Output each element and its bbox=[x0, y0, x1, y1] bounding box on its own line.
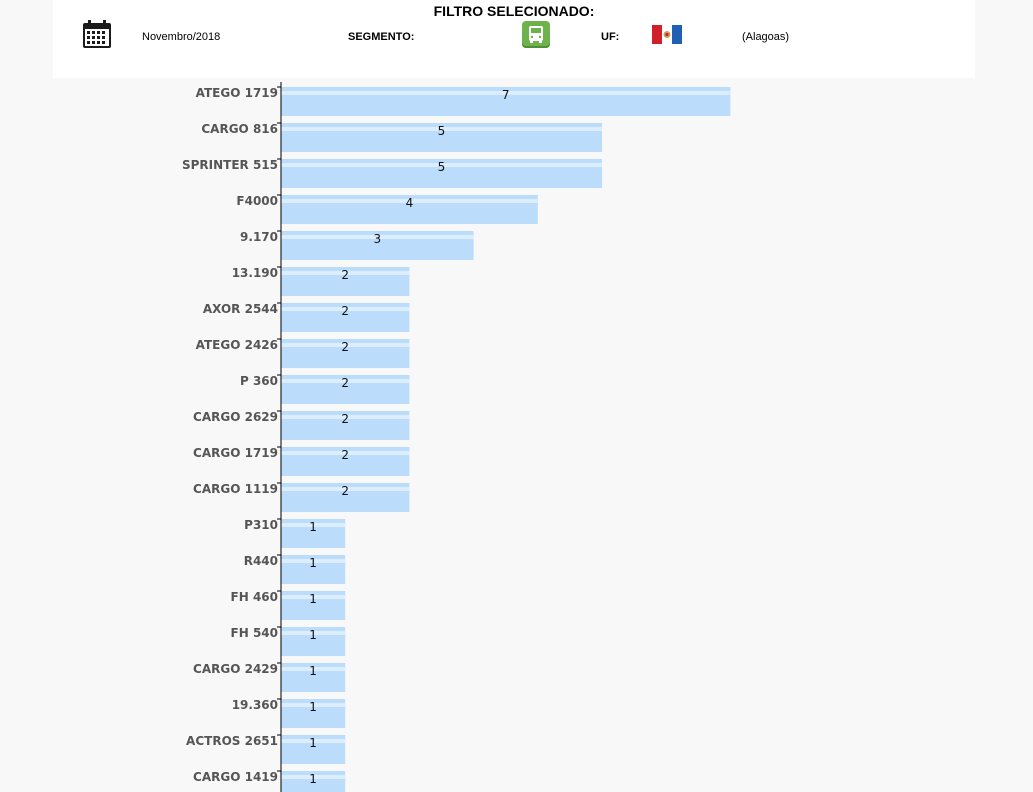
value-label-14: 1 bbox=[309, 592, 317, 606]
bar-highlight-11 bbox=[281, 487, 410, 491]
value-label-1: 5 bbox=[438, 124, 446, 138]
bar-highlight-7 bbox=[281, 343, 410, 347]
bar-highlight-17 bbox=[281, 703, 346, 707]
bar-highlight-16 bbox=[281, 667, 346, 671]
filter-title: FILTRO SELECIONADO: bbox=[433, 3, 595, 19]
selected-date: Novembro/2018 bbox=[142, 31, 221, 43]
value-label-3: 4 bbox=[406, 196, 414, 210]
category-label-16: CARGO 2429 bbox=[193, 662, 278, 676]
alagoas-flag-icon bbox=[652, 25, 682, 44]
bar-highlight-2 bbox=[281, 163, 602, 167]
bar-highlight-3 bbox=[281, 199, 538, 203]
category-label-2: SPRINTER 515 bbox=[182, 158, 278, 172]
value-label-16: 1 bbox=[309, 664, 317, 678]
category-label-11: CARGO 1119 bbox=[193, 482, 278, 496]
bar-highlight-0 bbox=[281, 91, 731, 95]
bar-highlight-1 bbox=[281, 127, 602, 131]
value-label-8: 2 bbox=[341, 376, 349, 390]
bar-highlight-9 bbox=[281, 415, 410, 419]
category-label-19: CARGO 1419 bbox=[193, 770, 278, 784]
filter-panel: FILTRO SELECIONADO: Novembro/2018 SEGMEN… bbox=[53, 0, 975, 78]
value-label-19: 1 bbox=[309, 772, 317, 786]
bar-highlight-10 bbox=[281, 451, 410, 455]
category-label-12: P310 bbox=[244, 518, 278, 532]
category-label-18: ACTROS 2651 bbox=[186, 734, 278, 748]
bar-highlight-19 bbox=[281, 775, 346, 779]
value-label-18: 1 bbox=[309, 736, 317, 750]
category-label-8: P 360 bbox=[240, 374, 278, 388]
category-label-10: CARGO 1719 bbox=[193, 446, 278, 460]
bar-highlight-12 bbox=[281, 523, 346, 527]
category-label-1: CARGO 816 bbox=[201, 122, 278, 136]
category-label-13: R440 bbox=[244, 554, 278, 568]
category-label-5: 13.190 bbox=[232, 266, 278, 280]
bar-highlight-8 bbox=[281, 379, 410, 383]
category-label-7: ATEGO 2426 bbox=[196, 338, 278, 352]
category-label-14: FH 460 bbox=[231, 590, 278, 604]
value-label-5: 2 bbox=[341, 268, 349, 282]
bar-highlight-18 bbox=[281, 739, 346, 743]
calendar-icon bbox=[83, 20, 111, 48]
value-label-6: 2 bbox=[341, 304, 349, 318]
value-label-10: 2 bbox=[341, 448, 349, 462]
value-label-9: 2 bbox=[341, 412, 349, 426]
value-label-0: 7 bbox=[502, 88, 510, 102]
value-label-2: 5 bbox=[438, 160, 446, 174]
selected-state: (Alagoas) bbox=[742, 31, 790, 43]
uf-label: UF: bbox=[601, 31, 620, 43]
value-label-4: 3 bbox=[373, 232, 381, 246]
value-label-17: 1 bbox=[309, 700, 317, 714]
value-label-12: 1 bbox=[309, 520, 317, 534]
value-label-13: 1 bbox=[309, 556, 317, 570]
bar-highlight-13 bbox=[281, 559, 346, 563]
category-label-3: F4000 bbox=[236, 194, 278, 208]
bar-highlight-5 bbox=[281, 271, 410, 275]
bar-highlight-15 bbox=[281, 631, 346, 635]
bar-highlight-14 bbox=[281, 595, 346, 599]
bar-highlight-4 bbox=[281, 235, 474, 239]
bar-highlight-6 bbox=[281, 307, 410, 311]
value-label-7: 2 bbox=[341, 340, 349, 354]
category-label-0: ATEGO 1719 bbox=[196, 86, 278, 100]
segment-label: SEGMENTO: bbox=[348, 31, 415, 43]
value-label-15: 1 bbox=[309, 628, 317, 642]
category-label-17: 19.360 bbox=[232, 698, 278, 712]
value-label-11: 2 bbox=[341, 484, 349, 498]
category-label-4: 9.170 bbox=[240, 230, 278, 244]
truck-icon[interactable] bbox=[522, 21, 550, 48]
category-label-15: FH 540 bbox=[231, 626, 278, 640]
category-label-6: AXOR 2544 bbox=[203, 302, 278, 316]
category-label-9: CARGO 2629 bbox=[193, 410, 278, 424]
